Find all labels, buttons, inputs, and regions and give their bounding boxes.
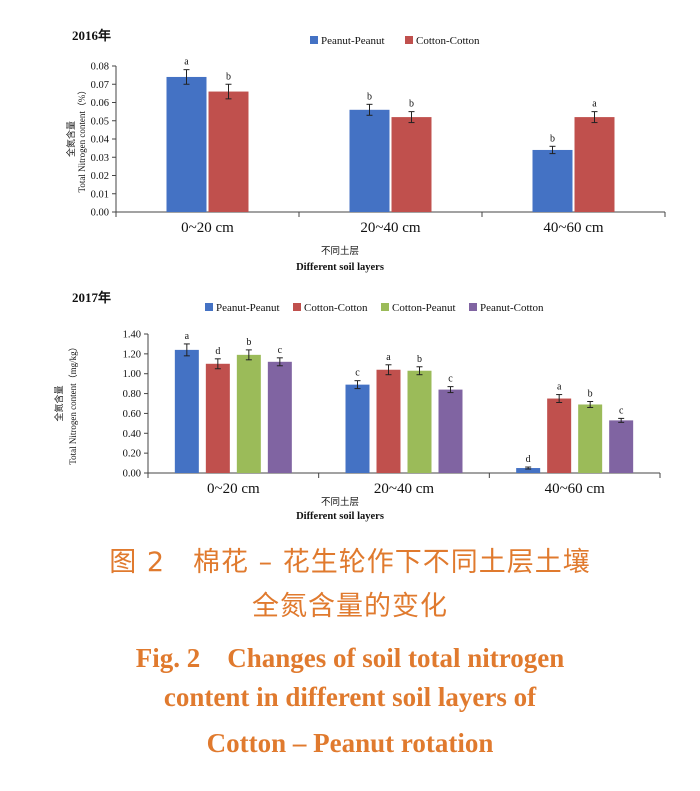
bar <box>349 109 390 212</box>
y-tick-label: 0.80 <box>123 389 141 400</box>
y-tick-label: 1.00 <box>123 369 141 380</box>
panel-year-label: 2017年 <box>72 290 111 305</box>
chart-2017: 2017年 Peanut-Peanut Cotton-Cotton Cotton-Pe… <box>53 290 661 522</box>
bar <box>516 468 541 473</box>
y-tick-label: 0.08 <box>91 62 109 73</box>
caption-cn-line1: 图 2 棉花 – 花生轮作下不同土层土壤 <box>109 547 591 578</box>
bar <box>345 384 370 473</box>
legend-label: Cotton-Peanut <box>392 302 456 314</box>
y-axis-label-en: Total Nitrogen content（mg/kg） <box>68 342 78 464</box>
y-tick-label: 0.01 <box>91 189 109 200</box>
bar <box>205 363 230 473</box>
significance-letter: a <box>386 352 391 363</box>
y-tick-label: 0.40 <box>123 429 141 440</box>
x-axis-label-en: Different soil layers <box>296 511 384 522</box>
caption-en-line3: Cotton – Peanut rotation <box>206 728 494 758</box>
y-axis-label-cn: 全氮含量 <box>53 385 64 421</box>
significance-letter: a <box>592 99 597 110</box>
chart-2016: 2016年 Peanut-Peanut Cotton-Cotton 0.00 0.01 0… <box>65 28 666 273</box>
significance-letter: b <box>588 389 593 400</box>
y-tick-label: 1.20 <box>123 349 141 360</box>
y-tick-label: 0.00 <box>123 469 141 480</box>
x-category-label: 40~60 cm <box>545 481 606 497</box>
caption-en-line1: Fig. 2 Changes of soil total nitrogen <box>135 643 565 673</box>
legend-swatch <box>381 303 389 311</box>
significance-letter: b <box>417 354 422 365</box>
significance-letter: b <box>246 337 251 348</box>
bar <box>376 369 401 473</box>
y-tick-label: 0.60 <box>123 409 141 420</box>
bar <box>166 76 207 212</box>
legend-label: Peanut-Peanut <box>321 35 385 47</box>
caption-cn-line2: 全氮含量的变化 <box>252 591 448 622</box>
bar <box>236 354 261 473</box>
y-tick-label: 0.02 <box>91 171 109 182</box>
x-axis-label-cn: 不同土层 <box>321 496 359 508</box>
legend-label: Peanut-Peanut <box>216 302 280 314</box>
y-tick-label: 0.05 <box>91 116 109 127</box>
significance-letter: d <box>215 346 220 357</box>
legend-label: Cotton-Cotton <box>304 302 368 314</box>
significance-letter: b <box>226 71 231 82</box>
bar <box>407 370 432 473</box>
significance-letter: b <box>367 91 372 102</box>
bar <box>532 149 573 212</box>
caption-en-line2: content in different soil layers of <box>163 682 537 712</box>
legend-swatch <box>405 36 413 44</box>
significance-letter: b <box>550 133 555 144</box>
y-tick-label: 0.06 <box>91 98 109 109</box>
legend-label: Cotton-Cotton <box>416 35 480 47</box>
bar <box>578 404 603 473</box>
significance-letter: a <box>185 331 190 342</box>
significance-letter: c <box>278 345 283 356</box>
significance-letter: d <box>526 454 531 465</box>
x-axis-label-cn: 不同土层 <box>321 245 359 257</box>
significance-letter: c <box>619 405 624 416</box>
bar <box>438 389 463 473</box>
y-tick-label: 1.40 <box>123 330 141 341</box>
y-tick-label: 0.07 <box>91 80 109 91</box>
legend-label: Peanut-Cotton <box>480 302 544 314</box>
legend-swatch <box>310 36 318 44</box>
significance-letter: c <box>448 374 453 385</box>
legend-swatch <box>469 303 477 311</box>
y-tick-label: 0.03 <box>91 153 109 164</box>
y-tick-label: 0.20 <box>123 449 141 460</box>
y-axis-label-en: Total Nitrogen content（%） <box>77 86 87 193</box>
y-axis-label-cn: 全氮含量 <box>65 121 76 157</box>
significance-letter: b <box>409 99 414 110</box>
bar <box>267 361 292 473</box>
legend-swatch <box>293 303 301 311</box>
x-category-label: 20~40 cm <box>374 481 435 497</box>
legend-swatch <box>205 303 213 311</box>
significance-letter: a <box>184 57 189 68</box>
significance-letter: a <box>557 382 562 393</box>
panel-year-label: 2016年 <box>72 28 111 43</box>
x-category-label: 20~40 cm <box>360 220 421 236</box>
x-axis-label-en: Different soil layers <box>296 262 384 273</box>
bar <box>609 420 634 473</box>
bar <box>547 398 572 473</box>
bar <box>174 349 199 473</box>
significance-letter: c <box>355 368 360 379</box>
y-tick-label: 0.04 <box>91 135 110 146</box>
x-category-label: 0~20 cm <box>181 220 234 236</box>
y-tick-label: 0.00 <box>91 208 109 219</box>
x-category-label: 40~60 cm <box>543 220 604 236</box>
x-category-label: 0~20 cm <box>207 481 260 497</box>
bar <box>391 117 432 212</box>
bar <box>574 117 615 212</box>
bar <box>208 91 249 212</box>
